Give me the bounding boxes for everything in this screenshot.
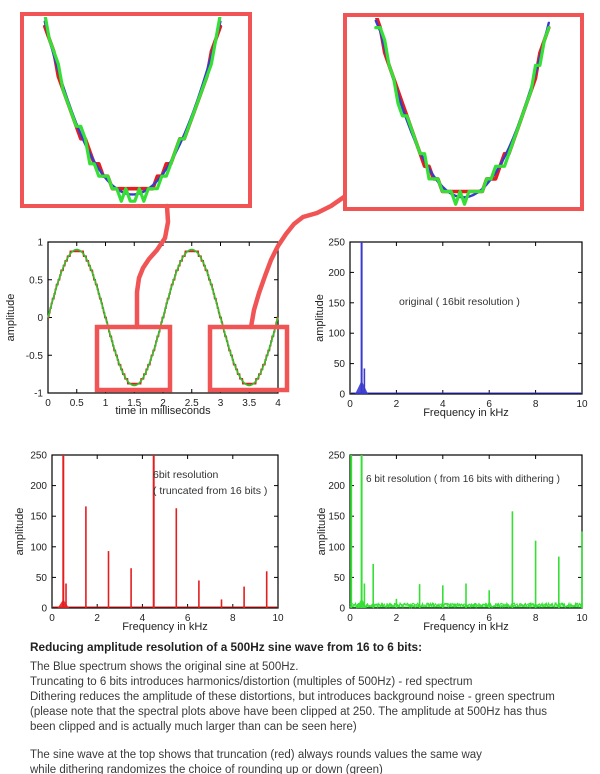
zoom-inset-left-border [20,12,252,208]
x-tick-label: 2.5 [185,398,199,409]
y-tick-label: 0.5 [29,275,43,286]
x-tick-label: 1.5 [127,398,141,409]
x-tick-label: 2 [160,398,166,409]
caption-line: while dithering randomizes the choice of… [30,764,383,774]
x-tick-label: 10 [272,613,284,624]
x-tick-label: 1 [103,398,109,409]
y-tick-label: -0.5 [26,351,44,362]
x-tick-label: 2 [394,613,400,624]
x-tick-label: 0 [347,613,353,624]
y-tick-label: 150 [328,512,345,523]
figure-caption: Reducing amplitude resolution of a 500Hz… [30,640,555,774]
x-tick-label: 0 [49,613,55,624]
x-tick-label: 3.5 [242,398,256,409]
x-axis-label: Frequency in kHz [122,621,208,633]
y-tick-label: 0 [339,390,345,401]
y-tick-label: -1 [34,389,43,400]
caption-blank-line [30,735,555,748]
y-tick-label: 200 [328,481,345,492]
annotation-dithered-spectrum: 6 bit resolution ( from 16 bits with dit… [366,474,560,485]
caption-line: (please note that the spectral plots abo… [30,706,547,718]
x-tick-label: 4 [140,613,146,624]
y-tick-label: 0 [339,604,345,615]
y-tick-label: 250 [328,451,345,462]
x-tick-label: 3 [218,398,224,409]
x-tick-label: 8 [533,399,539,410]
connector-right [248,194,347,330]
y-tick-label: 1 [37,238,43,249]
x-tick-label: 4 [440,613,446,624]
y-tick-label: 50 [334,359,346,370]
y-tick-label: 250 [328,238,345,249]
caption-line: The Blue spectrum shows the original sin… [30,661,299,673]
y-axis-label: amplitude [5,294,17,342]
zoom-inset-right-border [343,13,584,211]
sine-dithered-line [47,248,279,387]
axes-box [349,241,583,395]
y-tick-label: 0 [37,313,43,324]
y-tick-label: 50 [36,573,48,584]
y-tick-label: 100 [328,542,345,553]
axes-box [51,454,279,609]
caption-heading: Reducing amplitude resolution of a 500Hz… [30,640,422,654]
x-tick-label: 0 [347,399,353,410]
x-tick-label: 2 [94,613,100,624]
x-tick-label: 4 [275,398,281,409]
x-axis-label: Frequency in kHz [423,407,509,419]
y-tick-label: 50 [334,573,346,584]
sine-zoom-box-1 [94,324,173,393]
annotation-truncated-spectrum: 6bit resolution ( truncated from 16 bits… [153,467,267,499]
x-tick-label: 8 [533,613,539,624]
x-tick-label: 2 [394,399,400,410]
y-tick-label: 100 [30,542,47,553]
y-tick-label: 200 [328,268,345,279]
zoom-inset-right-curves [374,18,551,206]
y-tick-label: 150 [30,512,47,523]
zoom-inset-left-curves [42,17,223,203]
x-tick-label: 6 [486,399,492,410]
x-axis-label: time in milliseconds [115,405,211,417]
caption-line: The sine wave at the top shows that trun… [30,749,482,761]
y-tick-label: 0 [41,604,47,615]
x-tick-label: 10 [576,613,588,624]
caption-line: been clipped and is actually much larger… [30,721,357,733]
y-tick-label: 150 [328,298,345,309]
x-axis-label: Frequency in kHz [423,621,509,633]
x-tick-label: 0 [45,398,51,409]
inset-dithered-line [43,17,222,203]
y-axis-label: amplitude [314,294,326,342]
zoom-annotations [94,194,347,393]
zoom-inset-right [343,13,584,211]
x-tick-label: 4 [440,399,446,410]
connector-left [134,203,171,330]
annotation-truncated-line1: 6bit resolution [153,469,219,481]
y-tick-label: 250 [30,451,47,462]
y-axis-label: amplitude [316,508,328,556]
caption-line: Dithering reduces the amplitude of these… [30,691,555,703]
y-tick-label: 100 [328,329,345,340]
x-tick-label: 6 [185,613,191,624]
sine-zoom-box-2 [207,324,290,393]
x-tick-label: 0.5 [70,398,84,409]
y-tick-label: 200 [30,481,47,492]
caption-line: Truncating to 6 bits introduces harmonic… [30,676,473,688]
annotation-truncated-line2: ( truncated from 16 bits ) [153,485,268,497]
inset-original-line [374,19,550,199]
inset-dithered-line [374,26,551,206]
x-tick-label: 10 [576,399,588,410]
annotation-original-spectrum: original ( 16bit resolution ) [399,296,520,308]
x-tick-label: 6 [486,613,492,624]
zoom-inset-left [20,12,252,208]
y-axis-label: amplitude [14,508,26,556]
x-tick-label: 8 [230,613,236,624]
sine-plot: 0 0.5 1 1.5 2 2.5 3 3.5 4 -1 -0.5 0 0.5 1 time in mill… [5,238,281,418]
